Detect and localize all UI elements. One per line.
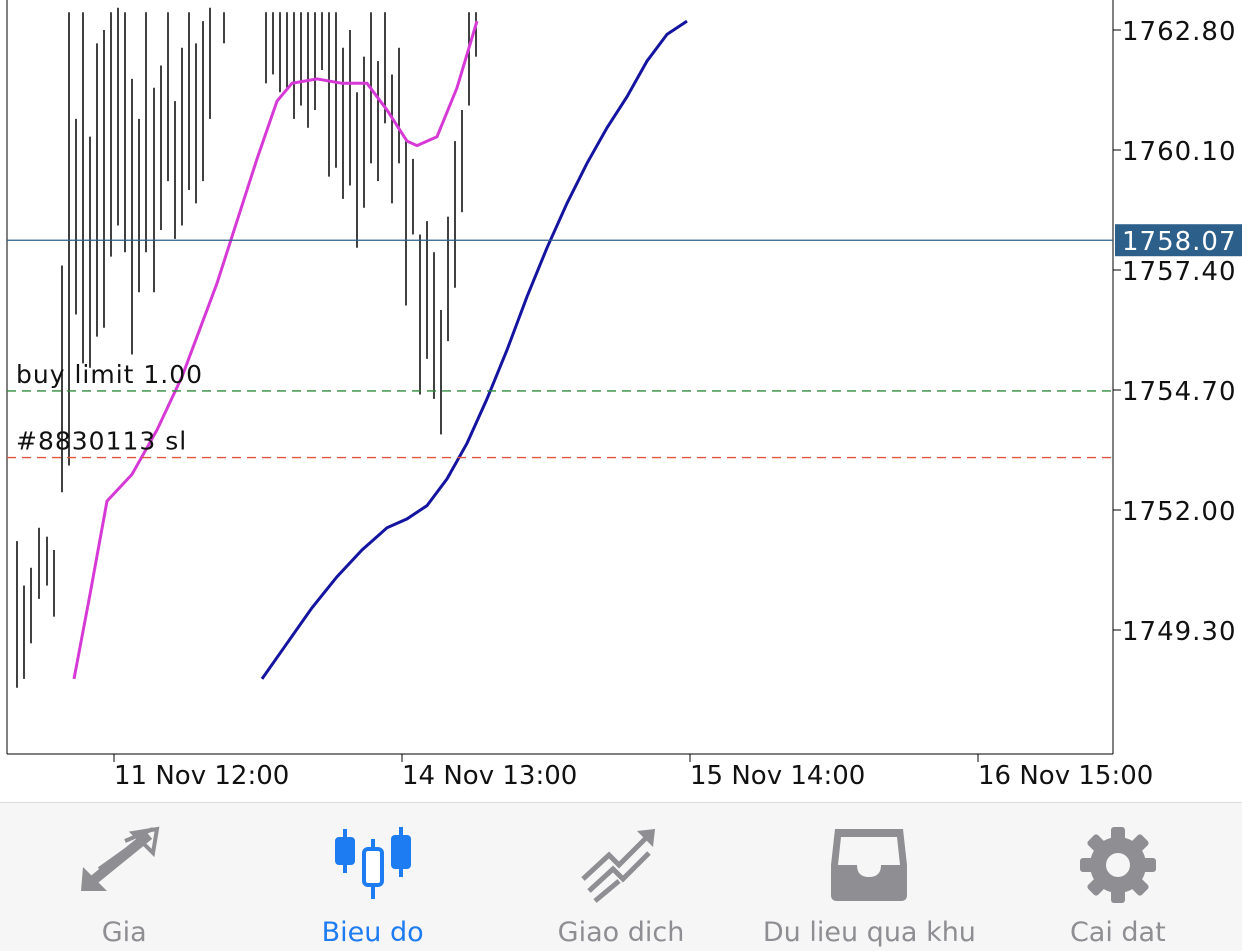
price-axis: 1762.80 1760.10 1757.40 1754.70 1752.00 1749.… xyxy=(1113,17,1242,647)
tab-label: Gia xyxy=(101,917,147,948)
tab-label: Giao dich xyxy=(557,917,685,948)
tab-label: Bieu do xyxy=(321,917,424,948)
y-tick-label: 1757.40 xyxy=(1122,257,1237,287)
x-tick-label: 16 Nov 15:00 xyxy=(978,761,1153,791)
ma-line-fast xyxy=(72,20,479,680)
y-tick-label: 1752.00 xyxy=(1122,497,1237,527)
y-tick-label: 1754.70 xyxy=(1122,377,1237,407)
tab-du-lieu-qua-khu[interactable]: Du lieu qua khu xyxy=(745,803,993,951)
x-tick-label: 15 Nov 14:00 xyxy=(690,761,865,791)
price-chart[interactable]: buy limit 1.00 #8830113 sl 1762.80 1760.10… xyxy=(0,0,1242,802)
quotes-arrows-icon xyxy=(0,817,248,913)
current-price-tag xyxy=(1115,224,1242,257)
gear-icon xyxy=(994,817,1242,913)
ma-line-slow xyxy=(260,19,688,680)
tab-cai-dat[interactable]: Cai dat xyxy=(994,803,1242,951)
y-tick-label: 1749.30 xyxy=(1122,617,1237,647)
time-axis: 11 Nov 12:00 14 Nov 13:00 15 Nov 14:00 16 N… xyxy=(113,754,1153,791)
tab-label: Cai dat xyxy=(1069,917,1166,948)
tab-bar: Gia Bieu do Giao dich xyxy=(0,802,1242,951)
y-tick-label: 1760.10 xyxy=(1122,137,1237,167)
order-lines: buy limit 1.00 #8830113 sl xyxy=(7,239,1113,459)
current-price-label: 1758.07 xyxy=(1122,227,1237,257)
history-inbox-icon xyxy=(745,817,993,913)
x-tick-label: 11 Nov 12:00 xyxy=(114,761,289,791)
tab-label: Du lieu qua khu xyxy=(762,917,976,948)
x-tick-label: 14 Nov 13:00 xyxy=(402,761,577,791)
moving-averages xyxy=(72,19,688,680)
tab-bieu-do[interactable]: Bieu do xyxy=(248,803,496,951)
tab-giao-dich[interactable]: Giao dich xyxy=(497,803,745,951)
y-tick-label: 1762.80 xyxy=(1122,17,1237,47)
price-bars xyxy=(16,7,477,688)
candlestick-chart-icon xyxy=(248,817,496,913)
order-line-label: #8830113 sl xyxy=(16,427,187,456)
chart-canvas[interactable]: buy limit 1.00 #8830113 sl 1762.80 1760.10… xyxy=(0,0,1242,802)
chart-frame xyxy=(6,0,1114,755)
tab-gia[interactable]: Gia xyxy=(0,803,248,951)
order-line-label: buy limit 1.00 xyxy=(16,360,203,389)
trade-trend-icon xyxy=(497,817,745,913)
